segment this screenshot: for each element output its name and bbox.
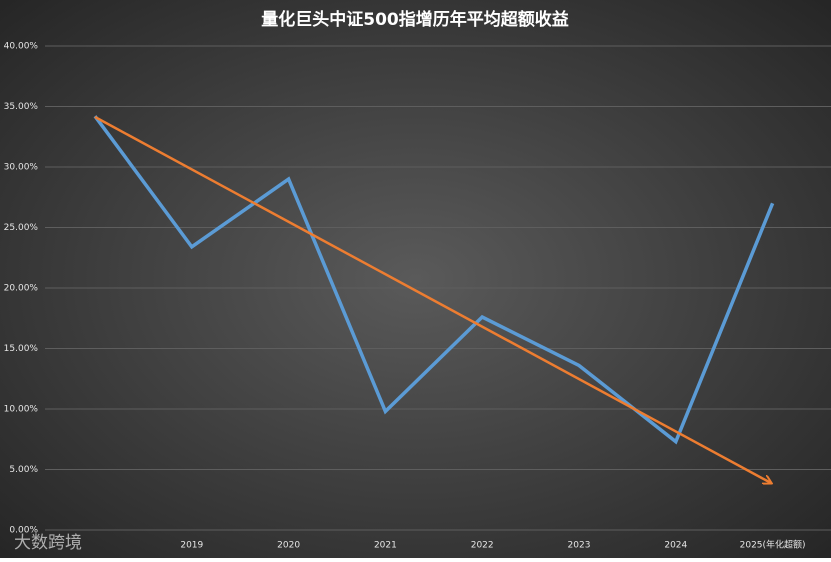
- y-tick-label: 10.00%: [4, 405, 39, 415]
- x-tick-label: 2022: [471, 541, 494, 551]
- chart-title: 量化巨头中证500指增历年平均超额收益: [261, 9, 569, 30]
- x-tick-label: 2024: [664, 541, 687, 551]
- y-tick-label: 20.00%: [4, 284, 39, 294]
- y-tick-label: 0.00%: [9, 526, 38, 536]
- y-tick-label: 15.00%: [4, 344, 39, 354]
- y-tick-label: 25.00%: [4, 223, 39, 233]
- x-tick-label: 2020: [277, 541, 300, 551]
- y-tick-label: 5.00%: [9, 465, 38, 475]
- y-tick-label: 35.00%: [4, 102, 39, 112]
- x-tick-label: 2019: [180, 541, 203, 551]
- data-line: [93, 115, 775, 445]
- y-tick-label: 40.00%: [4, 42, 39, 52]
- trend-arrow: [94, 115, 771, 483]
- x-tick-label: 2021: [374, 541, 397, 551]
- y-tick-label: 30.00%: [4, 163, 39, 173]
- watermark: 大数跨境: [14, 533, 82, 553]
- x-tick-label: 2023: [568, 541, 591, 551]
- x-tick-label: 2025(年化超额): [740, 539, 806, 551]
